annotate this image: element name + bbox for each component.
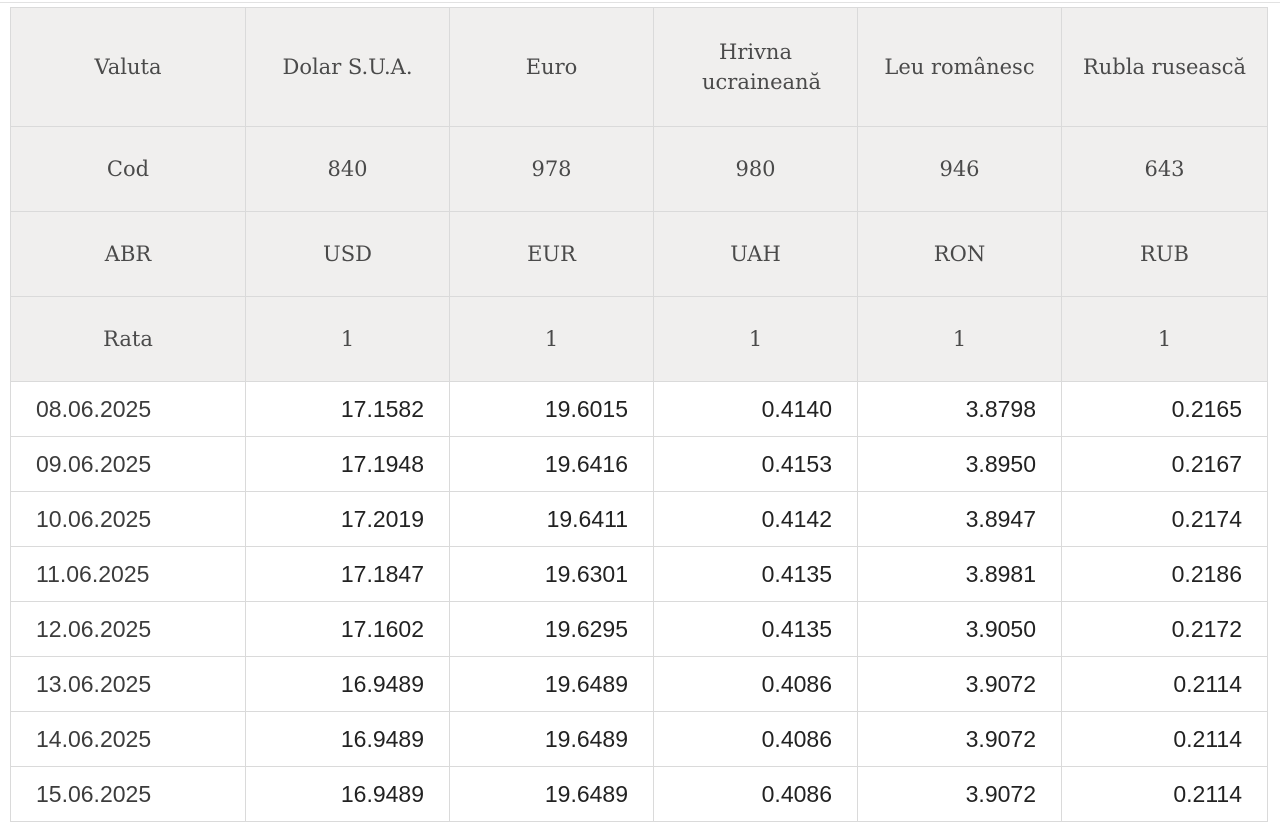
rate-rub: 0.2186 [1061, 546, 1268, 602]
row-date: 08.06.2025 [10, 381, 246, 437]
rate-rub: 0.2165 [1061, 381, 1268, 437]
rate-usd: 16.9489 [245, 656, 450, 712]
rate-eur: 19.6416 [449, 436, 654, 492]
rate-uah: 0.4086 [653, 656, 858, 712]
rate-eur: 19.6015 [449, 381, 654, 437]
rate-ron: 3.8947 [857, 491, 1062, 547]
row-date: 15.06.2025 [10, 766, 246, 822]
exchange-rate-table: Valuta Dolar S.U.A. Euro Hrivna ucrainea… [10, 7, 1268, 822]
currency-code-eur: 978 [449, 126, 654, 212]
rate-usd: 17.1847 [245, 546, 450, 602]
table-row: 08.06.2025 17.1582 19.6015 0.4140 3.8798… [10, 381, 1268, 437]
rate-uah: 0.4142 [653, 491, 858, 547]
rate-rub: 0.2114 [1061, 711, 1268, 767]
rate-usd: 17.1948 [245, 436, 450, 492]
rate-usd: 17.1602 [245, 601, 450, 657]
rate-uah: 0.4086 [653, 766, 858, 822]
rate-eur: 19.6489 [449, 711, 654, 767]
currency-abr-eur: EUR [449, 211, 654, 297]
row-date: 14.06.2025 [10, 711, 246, 767]
table-row: 14.06.2025 16.9489 19.6489 0.4086 3.9072… [10, 711, 1268, 767]
rate-ron: 3.8981 [857, 546, 1062, 602]
row-date: 11.06.2025 [10, 546, 246, 602]
currency-name-ron: Leu românesc [857, 7, 1062, 127]
rate-ron: 3.8950 [857, 436, 1062, 492]
currency-rate-ron: 1 [857, 296, 1062, 382]
currency-code-usd: 840 [245, 126, 450, 212]
rate-rub: 0.2172 [1061, 601, 1268, 657]
rate-usd: 16.9489 [245, 711, 450, 767]
currency-abr-uah: UAH [653, 211, 858, 297]
rate-eur: 19.6411 [449, 491, 654, 547]
rate-ron: 3.9072 [857, 766, 1062, 822]
rate-eur: 19.6295 [449, 601, 654, 657]
rate-uah: 0.4140 [653, 381, 858, 437]
rate-usd: 17.2019 [245, 491, 450, 547]
table-row: 09.06.2025 17.1948 19.6416 0.4153 3.8950… [10, 436, 1268, 492]
header-row-abbreviation: ABR USD EUR UAH RON RUB [10, 211, 1268, 297]
header-label-code: Cod [10, 126, 246, 212]
currency-code-ron: 946 [857, 126, 1062, 212]
rate-eur: 19.6489 [449, 766, 654, 822]
currency-rate-eur: 1 [449, 296, 654, 382]
rate-usd: 16.9489 [245, 766, 450, 822]
header-row-rate: Rata 1 1 1 1 1 [10, 296, 1268, 382]
row-date: 13.06.2025 [10, 656, 246, 712]
header-label-rate: Rata [10, 296, 246, 382]
row-date: 10.06.2025 [10, 491, 246, 547]
currency-rate-usd: 1 [245, 296, 450, 382]
header-label-abr: ABR [10, 211, 246, 297]
currency-name-usd: Dolar S.U.A. [245, 7, 450, 127]
header-row-currency: Valuta Dolar S.U.A. Euro Hrivna ucrainea… [10, 7, 1268, 127]
table-row: 13.06.2025 16.9489 19.6489 0.4086 3.9072… [10, 656, 1268, 712]
rate-uah: 0.4153 [653, 436, 858, 492]
rate-rub: 0.2114 [1061, 766, 1268, 822]
currency-rate-uah: 1 [653, 296, 858, 382]
rate-ron: 3.8798 [857, 381, 1062, 437]
rate-usd: 17.1582 [245, 381, 450, 437]
rate-eur: 19.6301 [449, 546, 654, 602]
currency-name-eur: Euro [449, 7, 654, 127]
currency-abr-usd: USD [245, 211, 450, 297]
rate-ron: 3.9050 [857, 601, 1062, 657]
rate-rub: 0.2174 [1061, 491, 1268, 547]
rate-uah: 0.4135 [653, 546, 858, 602]
currency-abr-rub: RUB [1061, 211, 1268, 297]
rate-uah: 0.4135 [653, 601, 858, 657]
table-row: 11.06.2025 17.1847 19.6301 0.4135 3.8981… [10, 546, 1268, 602]
table-row: 10.06.2025 17.2019 19.6411 0.4142 3.8947… [10, 491, 1268, 547]
currency-rate-rub: 1 [1061, 296, 1268, 382]
currency-name-uah: Hrivna ucraineană [653, 7, 858, 127]
table-row: 15.06.2025 16.9489 19.6489 0.4086 3.9072… [10, 766, 1268, 822]
rate-ron: 3.9072 [857, 656, 1062, 712]
row-date: 12.06.2025 [10, 601, 246, 657]
currency-code-rub: 643 [1061, 126, 1268, 212]
rate-rub: 0.2114 [1061, 656, 1268, 712]
currency-name-rub: Rubla rusească [1061, 7, 1268, 127]
rate-rub: 0.2167 [1061, 436, 1268, 492]
rate-uah: 0.4086 [653, 711, 858, 767]
table-row: 12.06.2025 17.1602 19.6295 0.4135 3.9050… [10, 601, 1268, 657]
top-divider [0, 2, 1280, 3]
rate-eur: 19.6489 [449, 656, 654, 712]
rate-ron: 3.9072 [857, 711, 1062, 767]
header-row-code: Cod 840 978 980 946 643 [10, 126, 1268, 212]
row-date: 09.06.2025 [10, 436, 246, 492]
currency-code-uah: 980 [653, 126, 858, 212]
header-label-currency: Valuta [10, 7, 246, 127]
currency-abr-ron: RON [857, 211, 1062, 297]
